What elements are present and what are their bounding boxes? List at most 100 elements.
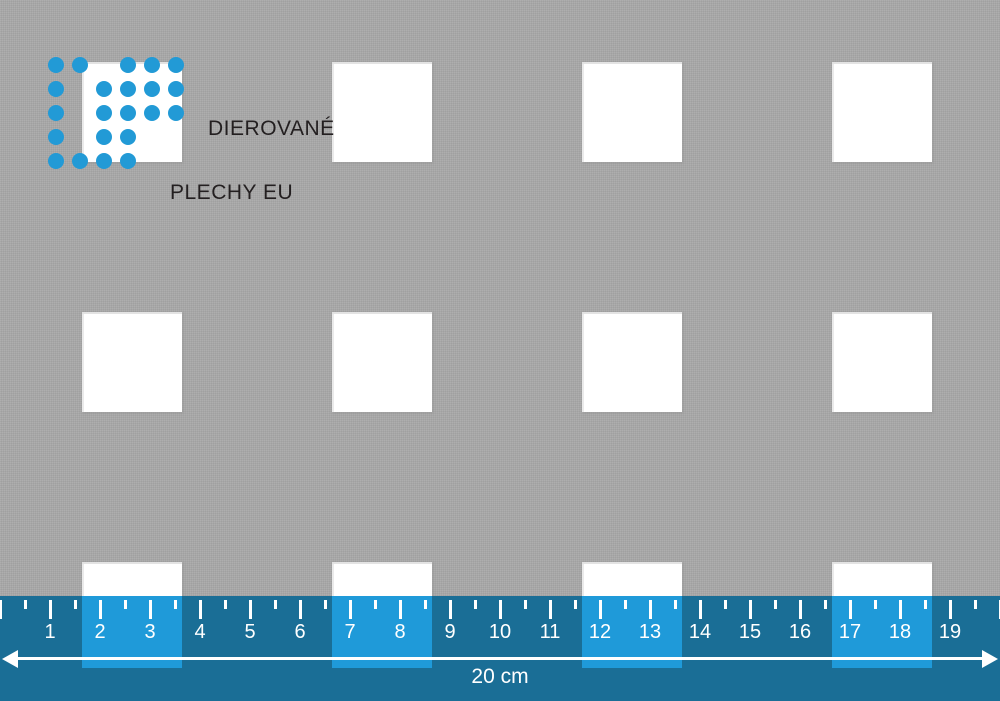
tick-major-32	[799, 600, 802, 619]
ruler-band-lower-2	[332, 658, 432, 668]
ruler-label-12: 12	[588, 621, 612, 643]
logo-wordmark: DIEROVANÉ PLECHY EU	[170, 81, 335, 273]
tick-minor-5	[124, 600, 127, 609]
tick-minor-1	[24, 600, 27, 609]
ruler-band-1	[82, 596, 182, 668]
tick-minor-35	[874, 600, 877, 609]
logo-dot-5-icon	[168, 57, 184, 73]
logo-dot-6-icon	[48, 81, 64, 97]
hole-r2-c3	[582, 312, 682, 412]
ruler-label-4: 4	[194, 621, 206, 643]
tick-major-12	[299, 600, 302, 619]
logo-dot-22-icon	[120, 153, 136, 169]
tick-major-38	[949, 600, 952, 619]
tick-minor-29	[724, 600, 727, 609]
logo-dot-13-icon	[120, 105, 136, 121]
logo-dot-18-icon	[120, 129, 136, 145]
hole-r1-c4	[832, 62, 932, 162]
tick-minor-37	[924, 600, 927, 609]
logo-dot-21-icon	[96, 153, 112, 169]
logo-dot-11-icon	[48, 105, 64, 121]
ruler-label-9: 9	[444, 621, 456, 643]
logo-dot-2-icon	[72, 57, 88, 73]
tick-minor-9	[224, 600, 227, 609]
dimension-label: 20 cm	[471, 665, 529, 688]
hole-r1-c2	[332, 62, 432, 162]
ruler-label-14: 14	[688, 621, 712, 643]
ruler-label-11: 11	[539, 621, 561, 643]
tick-minor-27	[674, 600, 677, 609]
logo-dot-20-icon	[72, 153, 88, 169]
tick-major-26	[649, 600, 652, 619]
tick-major-30	[749, 600, 752, 619]
logo-dot-14-icon	[144, 105, 160, 121]
tick-major-8	[199, 600, 202, 619]
ruler-label-7: 7	[344, 621, 356, 643]
ruler-label-15: 15	[738, 621, 762, 643]
logo-dot-1-icon	[48, 57, 64, 73]
scale-ruler: 1 2 3 4 5 6 7 8 9 10 11 12 13 14 15 16 17 18 19 20 cm	[0, 596, 1000, 701]
logo-line-1: DIEROVANÉ	[208, 117, 335, 140]
ruler-label-17: 17	[838, 621, 862, 643]
tick-major-22	[549, 600, 552, 619]
ruler-label-8: 8	[394, 621, 406, 643]
logo-dot-4-icon	[144, 57, 160, 73]
tick-major-0	[0, 600, 2, 619]
brand-logo: DIEROVANÉ PLECHY EU	[48, 57, 334, 204]
tick-major-14	[349, 600, 352, 619]
tick-major-28	[699, 600, 702, 619]
logo-dot-12-icon	[96, 105, 112, 121]
ruler-label-1: 1	[44, 621, 56, 643]
tick-minor-31	[774, 600, 777, 609]
hole-r2-c2	[332, 312, 432, 412]
ruler-band-2	[332, 596, 432, 668]
ruler-label-2: 2	[94, 621, 106, 643]
tick-major-20	[499, 600, 502, 619]
ruler-label-10: 10	[488, 621, 512, 643]
hole-r2-c4	[832, 312, 932, 412]
logo-dot-17-icon	[96, 129, 112, 145]
tick-minor-21	[524, 600, 527, 609]
tick-minor-19	[474, 600, 477, 609]
logo-dot-3-icon	[120, 57, 136, 73]
tick-minor-15	[374, 600, 377, 609]
tick-major-18	[449, 600, 452, 619]
dimension-arrow-left-icon	[2, 650, 18, 668]
tick-minor-39	[974, 600, 977, 609]
tick-minor-23	[574, 600, 577, 609]
ruler-band-lower-3	[582, 658, 682, 668]
tick-major-16	[399, 600, 402, 619]
ruler-label-16: 16	[788, 621, 812, 643]
tick-minor-13	[324, 600, 327, 609]
ruler-band-lower-4	[832, 658, 932, 668]
dimension-arrow-right-icon	[982, 650, 998, 668]
tick-major-24	[599, 600, 602, 619]
tick-major-2	[49, 600, 52, 619]
tick-major-4	[99, 600, 102, 619]
tick-minor-7	[174, 600, 177, 609]
logo-dot-9-icon	[144, 81, 160, 97]
tick-minor-3	[74, 600, 77, 609]
ruler-label-13: 13	[638, 621, 662, 643]
ruler-band-lower-1	[82, 658, 182, 668]
dimension-line	[12, 657, 988, 660]
ruler-label-3: 3	[144, 621, 156, 643]
ruler-band-4	[832, 596, 932, 668]
logo-dot-15-icon	[168, 105, 184, 121]
tick-major-6	[149, 600, 152, 619]
ruler-label-6: 6	[294, 621, 306, 643]
tick-major-36	[899, 600, 902, 619]
tick-major-10	[249, 600, 252, 619]
hole-r1-c3	[582, 62, 682, 162]
ruler-label-18: 18	[888, 621, 912, 643]
logo-dot-19-icon	[48, 153, 64, 169]
tick-major-34	[849, 600, 852, 619]
tick-minor-33	[824, 600, 827, 609]
logo-dot-8-icon	[120, 81, 136, 97]
logo-dot-7-icon	[96, 81, 112, 97]
logo-dot-16-icon	[48, 129, 64, 145]
hole-r2-c1	[82, 312, 182, 412]
ruler-label-19: 19	[938, 621, 962, 643]
ruler-label-5: 5	[244, 621, 256, 643]
